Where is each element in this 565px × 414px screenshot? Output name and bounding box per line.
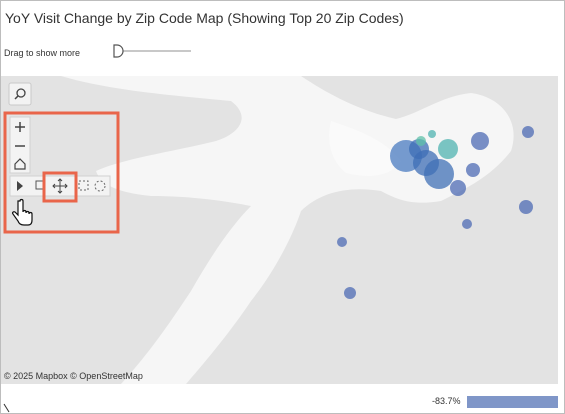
bubble[interactable] bbox=[337, 237, 347, 247]
bubble[interactable] bbox=[428, 130, 436, 138]
pan-tool[interactable] bbox=[52, 178, 68, 194]
bubble[interactable] bbox=[450, 180, 466, 196]
bubble[interactable] bbox=[344, 287, 356, 299]
radial-select[interactable] bbox=[94, 180, 106, 192]
zoom-controls bbox=[9, 116, 31, 174]
search-icon bbox=[14, 95, 19, 100]
lasso-rect[interactable] bbox=[78, 180, 89, 191]
bubble[interactable] bbox=[438, 139, 458, 159]
search-icon bbox=[16, 88, 26, 98]
bubble[interactable] bbox=[471, 132, 489, 150]
expand-toolbar[interactable] bbox=[17, 181, 23, 191]
water bbox=[329, 121, 401, 176]
search-button[interactable] bbox=[8, 82, 32, 106]
slider-label: Drag to show more bbox=[4, 48, 81, 58]
bubbles bbox=[337, 126, 534, 299]
title: YoY Visit Change by Zip Code Map (Showin… bbox=[5, 10, 404, 26]
bubble[interactable] bbox=[522, 126, 534, 138]
bubble[interactable] bbox=[466, 163, 480, 177]
bubble[interactable] bbox=[416, 136, 426, 146]
map-attribution: © 2025 Mapbox © OpenStreetMap bbox=[4, 371, 143, 381]
legend-label: -83.7% bbox=[432, 396, 461, 406]
slider-handle[interactable] bbox=[113, 44, 124, 58]
bubble[interactable] bbox=[462, 219, 472, 229]
bubble[interactable] bbox=[519, 200, 533, 214]
highlight-box bbox=[3, 111, 120, 234]
resize-mark bbox=[3, 403, 10, 413]
home-button[interactable] bbox=[14, 158, 26, 170]
bubble[interactable] bbox=[424, 159, 454, 189]
zoom-in[interactable] bbox=[15, 122, 25, 132]
hand-cursor bbox=[12, 198, 33, 226]
color-legend bbox=[467, 396, 558, 408]
highlight-box bbox=[42, 171, 78, 203]
